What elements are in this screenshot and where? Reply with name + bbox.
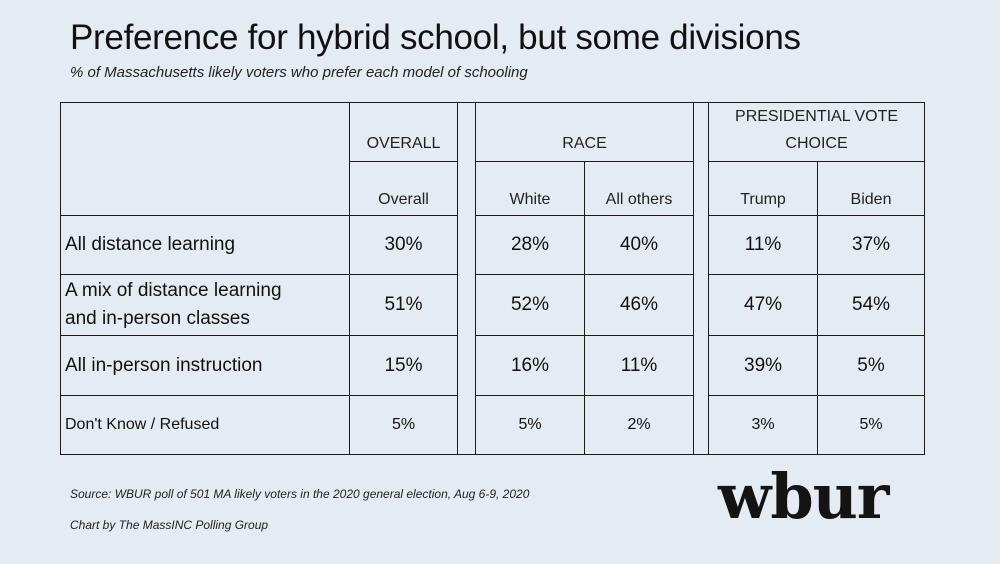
data-cell: 39% [708,335,819,396]
row-label: Don't Know / Refused [60,395,350,455]
column-header-biden: Biden [817,161,926,216]
column-header-trump: Trump [708,161,819,216]
group-header-line: OVERALL [366,135,441,152]
data-cell: 5% [817,395,926,455]
column-header-overall: Overall [349,161,458,216]
data-cell: 15% [349,335,458,396]
data-cell: 3% [708,395,819,455]
data-cell: 5% [817,335,926,396]
source-note: Source: WBUR poll of 501 MA likely voter… [70,487,530,501]
column-header-white: White [475,161,585,216]
data-cell: 46% [583,274,695,336]
column-spacer [693,102,710,455]
row-label-line: and in-person classes [65,308,250,329]
chart-title: Preference for hybrid school, but some d… [70,18,801,57]
row-label: A mix of distance learning and in-person… [60,274,350,336]
data-cell: 30% [349,215,458,275]
table-row: All in-person instruction 15% 16% 11% 39… [60,335,926,396]
group-header-overall: OVERALL [349,102,458,162]
data-cell: 51% [349,274,458,336]
row-label-line: Don't Know / Refused [65,416,220,433]
corner-cell [60,102,350,216]
data-cell: 11% [583,335,695,396]
table-row: All distance learning 30% 28% 40% 11% 37… [60,215,926,275]
data-cell: 5% [349,395,458,455]
row-label: All in-person instruction [60,335,350,396]
group-header-line: PRESIDENTIAL VOTE [735,108,899,125]
table-row: A mix of distance learning and in-person… [60,274,926,336]
data-cell: 2% [583,395,695,455]
row-label-line: All distance learning [65,234,236,255]
column-spacer [457,102,476,455]
group-header-presidential-vote-choice: PRESIDENTIAL VOTE CHOICE [708,102,926,162]
data-cell: 54% [817,274,926,336]
row-label: All distance learning [60,215,350,275]
group-header-line: RACE [562,135,607,152]
group-header-line: CHOICE [785,135,848,152]
data-cell: 16% [475,335,585,396]
data-cell: 40% [583,215,695,275]
data-cell: 52% [475,274,585,336]
group-header-race: RACE [474,102,695,162]
data-cell: 28% [475,215,585,275]
chart-subtitle: % of Massachusetts likely voters who pre… [70,64,528,81]
data-cell: 37% [817,215,926,275]
wbur-logo: wbur [718,460,889,533]
row-label-line: A mix of distance learning [65,280,282,301]
data-cell: 5% [475,395,585,455]
data-cell: 11% [708,215,819,275]
data-cell: 47% [708,274,819,336]
row-label-line: All in-person instruction [65,354,263,376]
table-row: Don't Know / Refused 5% 5% 2% 3% 5% [60,395,926,455]
column-header-all-others: All others [583,161,695,216]
results-table: OVERALL RACE PRESIDENTIAL VOTE CHOICE Ov… [60,102,926,455]
credit-note: Chart by The MassINC Polling Group [70,518,269,532]
